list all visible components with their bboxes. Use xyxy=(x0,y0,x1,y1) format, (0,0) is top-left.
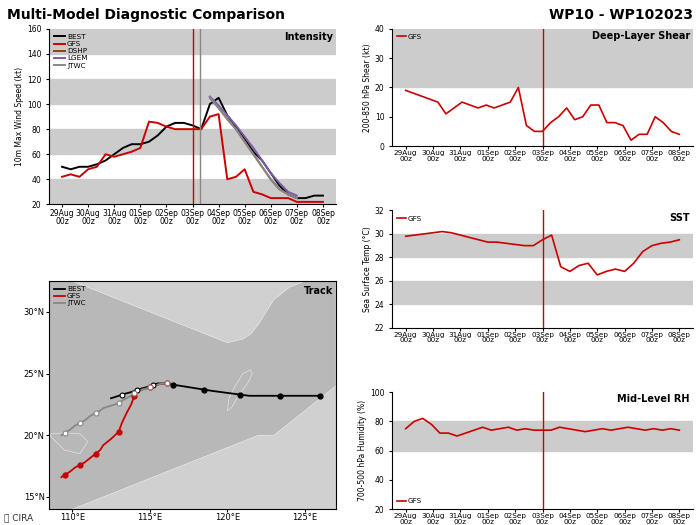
Legend: GFS: GFS xyxy=(395,33,423,41)
Legend: BEST, GFS, JTWC: BEST, GFS, JTWC xyxy=(52,285,87,308)
Legend: BEST, GFS, DSHP, LGEM, JTWC: BEST, GFS, DSHP, LGEM, JTWC xyxy=(52,33,89,70)
Text: Ⓒ CIRA: Ⓒ CIRA xyxy=(4,513,33,522)
Legend: GFS: GFS xyxy=(395,214,423,223)
Text: WP10 - WP102023: WP10 - WP102023 xyxy=(549,8,693,22)
Polygon shape xyxy=(50,433,88,454)
Y-axis label: 200-850 hPa Shear (kt): 200-850 hPa Shear (kt) xyxy=(363,43,372,132)
Text: SST: SST xyxy=(669,213,690,223)
Text: Mid-Level RH: Mid-Level RH xyxy=(617,394,690,404)
Polygon shape xyxy=(228,370,252,411)
Y-axis label: 10m Max Wind Speed (kt): 10m Max Wind Speed (kt) xyxy=(15,67,24,166)
Bar xyxy=(49,79,336,104)
Legend: GFS: GFS xyxy=(395,497,423,506)
Bar xyxy=(49,180,336,204)
Polygon shape xyxy=(49,281,336,509)
Bar xyxy=(392,281,693,304)
Bar xyxy=(392,422,693,450)
Y-axis label: Sea Surface Temp (°C): Sea Surface Temp (°C) xyxy=(363,226,372,312)
Y-axis label: 700-500 hPa Humidity (%): 700-500 hPa Humidity (%) xyxy=(358,400,367,501)
Text: Deep-Layer Shear: Deep-Layer Shear xyxy=(592,31,690,41)
Text: Multi-Model Diagnostic Comparison: Multi-Model Diagnostic Comparison xyxy=(7,8,285,22)
Bar xyxy=(392,234,693,257)
Bar xyxy=(49,29,336,54)
Text: Track: Track xyxy=(304,286,333,296)
Bar xyxy=(49,129,336,154)
Bar xyxy=(392,29,693,88)
Text: Intensity: Intensity xyxy=(284,33,333,43)
